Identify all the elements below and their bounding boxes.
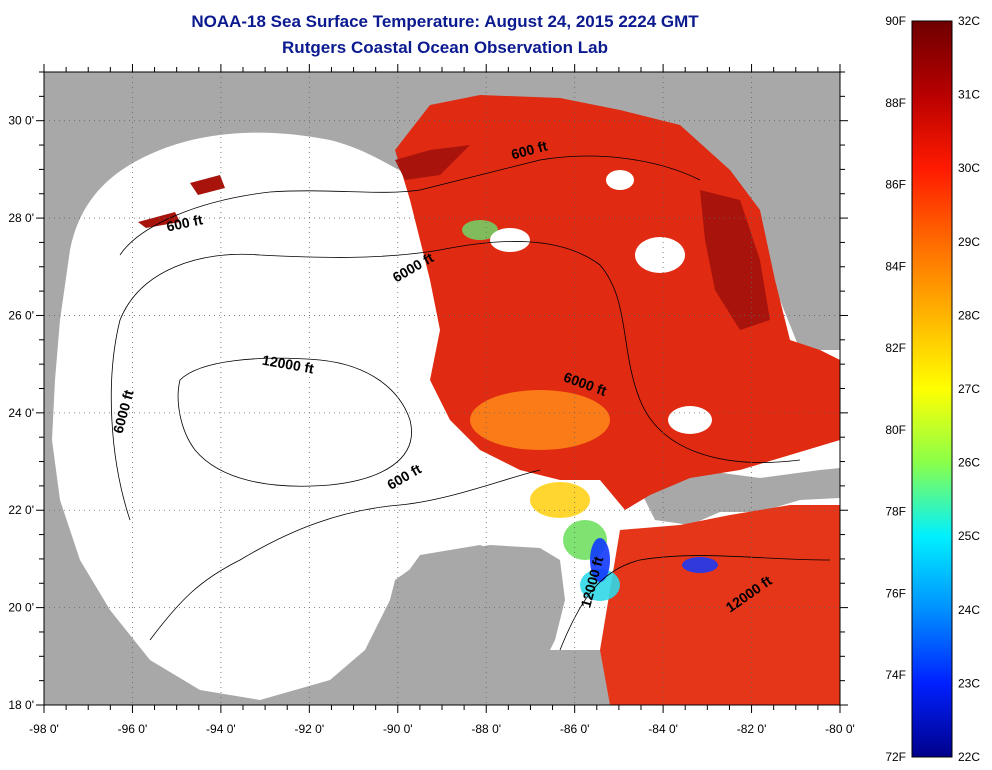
sst-white-gap	[490, 228, 530, 252]
lat-tick-label: 22 0'	[8, 503, 34, 517]
sst-hot-florida	[700, 190, 770, 330]
sst-orange-patch	[470, 390, 610, 450]
colorbar-c-label: 25C	[958, 529, 980, 543]
colorbar-celsius-labels: 32C 31C 30C 29C 28C 27C 26C 25C 24C 23C 22C	[958, 14, 980, 764]
florida	[700, 72, 840, 320]
sst-hot-texas	[190, 175, 225, 195]
yucatan	[375, 545, 565, 705]
lon-tick-label: -84 0'	[648, 722, 678, 736]
sst-white-gap-2	[635, 237, 685, 273]
colorbar	[911, 20, 953, 758]
longitude-ticks: -98 0' -96 0' -94 0' -92 0' -90 0' -88 0' -86 …	[29, 64, 855, 736]
colorbar-c-label: 27C	[958, 382, 980, 396]
colorbar-f-label: 90F	[885, 14, 906, 28]
colorbar-c-label: 30C	[958, 161, 980, 175]
colorbar-f-label: 80F	[885, 423, 906, 437]
lat-tick-label: 18 0'	[8, 698, 34, 712]
lon-tick-label: -82 0'	[737, 722, 767, 736]
lat-tick-label: 26 0'	[8, 308, 34, 322]
sst-green-patch-2	[462, 220, 498, 240]
colorbar-f-label: 72F	[885, 750, 906, 764]
lon-tick-label: -80 0'	[825, 722, 855, 736]
colorbar-c-label: 32C	[958, 14, 980, 28]
colorbar-f-label: 78F	[885, 505, 906, 519]
lon-tick-label: -98 0'	[29, 722, 59, 736]
contour-caribbean	[559, 555, 831, 651]
sst-yellow-patch	[530, 482, 590, 518]
map-subtitle: Rutgers Coastal Ocean Observation Lab	[282, 38, 608, 57]
graticule	[44, 72, 840, 705]
colorbar-c-label: 24C	[958, 603, 980, 617]
sst-hot-texas2	[138, 212, 180, 228]
sst-blue-patch	[590, 538, 610, 582]
lat-tick-label: 30 0'	[8, 114, 34, 128]
colorbar-c-label: 28C	[958, 308, 980, 322]
colorbar-c-label: 31C	[958, 88, 980, 102]
depth-contour-label: 600 ft	[165, 211, 204, 234]
sst-warm-caribbean	[600, 505, 840, 705]
lon-tick-label: -88 0'	[471, 722, 501, 736]
map-title: NOAA-18 Sea Surface Temperature: August …	[191, 12, 699, 31]
sst-white-gap-4	[668, 406, 712, 434]
lon-tick-label: -90 0'	[383, 722, 413, 736]
latitude-ticks: 30 0' 28 0' 26 0' 24 0' 22 0' 20 0' 18 0'	[8, 71, 848, 712]
contour-12000ft	[177, 357, 412, 487]
colorbar-f-label: 82F	[885, 341, 906, 355]
sst-hot-coast	[395, 145, 470, 180]
sst-blue-patch-2	[682, 557, 718, 573]
contour-6000ft	[110, 241, 801, 521]
lon-tick-label: -92 0'	[295, 722, 325, 736]
lat-tick-label: 20 0'	[8, 601, 34, 615]
cuba	[640, 468, 840, 525]
lat-tick-label: 24 0'	[8, 406, 34, 420]
colorbar-f-label: 74F	[885, 668, 906, 682]
lon-tick-label: -96 0'	[118, 722, 148, 736]
lon-tick-label: -94 0'	[206, 722, 236, 736]
colorbar-c-label: 22C	[958, 750, 980, 764]
colorbar-c-label: 23C	[958, 676, 980, 690]
colorbar-c-label: 26C	[958, 456, 980, 470]
lat-tick-label: 28 0'	[8, 211, 34, 225]
colorbar-f-label: 88F	[885, 96, 906, 110]
contour-600ft-south	[149, 469, 541, 641]
sst-white-gap-3	[606, 170, 634, 190]
lon-tick-label: -86 0'	[560, 722, 590, 736]
colorbar-fahrenheit-labels: 90F 88F 86F 84F 82F 80F 78F 76F 74F 72F	[885, 14, 906, 764]
colorbar-c-label: 29C	[958, 235, 980, 249]
contour-600ft	[119, 155, 701, 256]
colorbar-f-label: 84F	[885, 259, 906, 273]
colorbar-f-label: 76F	[885, 586, 906, 600]
colorbar-f-label: 86F	[885, 178, 906, 192]
